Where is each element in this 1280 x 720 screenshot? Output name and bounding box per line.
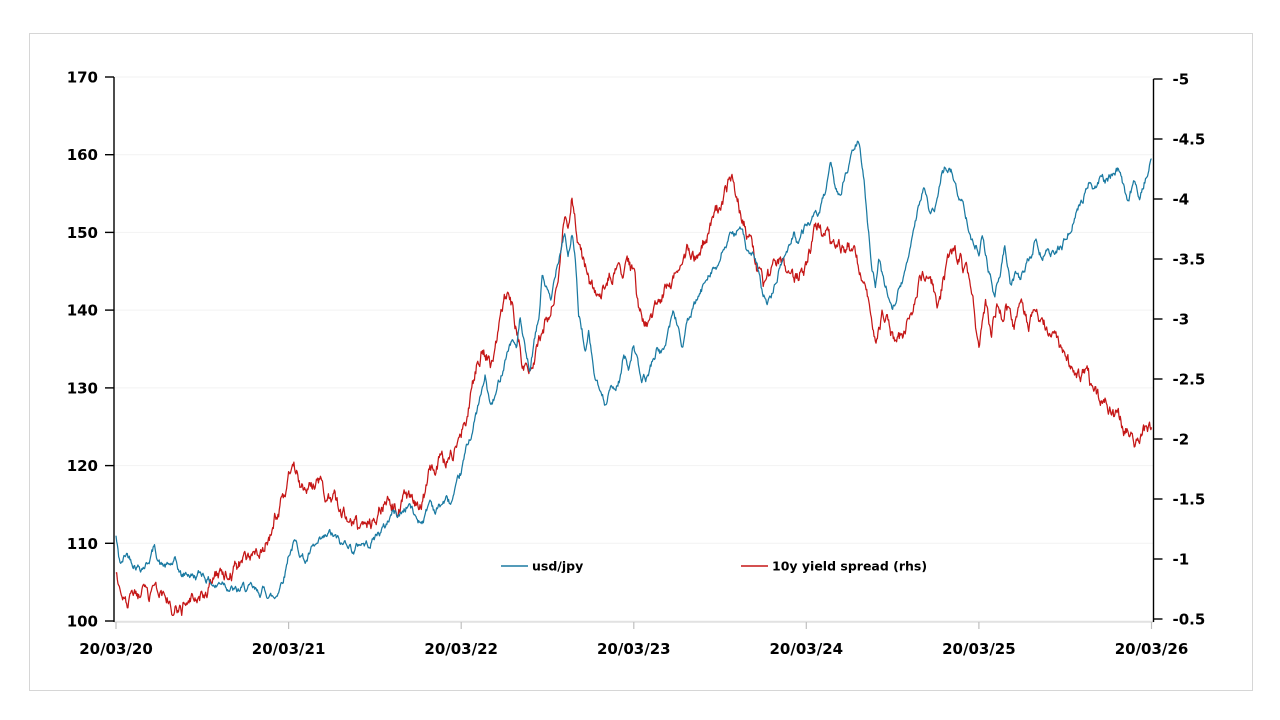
legend: usd/jpy 10y yield spread (rhs): [501, 559, 927, 574]
right-axis-tick-label: -3: [1173, 311, 1190, 329]
left-axis-tick-label: 120: [67, 457, 98, 475]
left-axis-tick-label: 110: [67, 535, 98, 553]
left-axis-tick-label: 150: [67, 224, 98, 242]
legend-label-10y-yield-spread: 10y yield spread (rhs): [772, 559, 927, 574]
left-axis-tick-label: 130: [67, 379, 98, 397]
series-line-usd-jpy: [115, 140, 1152, 600]
left-axis-tick-label: 100: [67, 613, 98, 631]
x-axis-tick-label: 20/03/24: [770, 640, 844, 658]
right-axis-tick-label: -1.5: [1173, 491, 1206, 509]
gridlines: [114, 76, 1154, 622]
right-axis-tick-label: -1: [1173, 551, 1190, 569]
axis-labels: 170 160 150 140 130 120 110 100 -5 -4.5 -4 -3.5 -3 -2…: [67, 69, 1206, 659]
series-lines: [115, 140, 1153, 617]
left-axis-tick-label: 160: [67, 146, 98, 164]
left-axis-tick-label: 140: [67, 302, 98, 320]
chart-panel: 170 160 150 140 130 120 110 100 -5 -4.5 -4 -3.5 -3 -2…: [29, 33, 1253, 691]
left-axis-tick-label: 170: [67, 69, 98, 87]
x-axis-tick-label: 20/03/20: [79, 640, 153, 658]
right-axis-tick-label: -0.5: [1173, 611, 1206, 629]
x-axis-tick-label: 20/03/21: [252, 640, 326, 658]
right-axis-tick-label: -4.5: [1173, 131, 1206, 149]
legend-label-usd-jpy: usd/jpy: [532, 559, 583, 574]
x-axis-tick-label: 20/03/22: [424, 640, 498, 658]
right-axis-tick-label: -2: [1173, 431, 1190, 449]
right-axis-tick-label: -4: [1173, 191, 1190, 209]
x-axis-tick-label: 20/03/26: [1115, 640, 1189, 658]
right-axis-tick-label: -3.5: [1173, 251, 1206, 269]
axes: [105, 76, 1163, 629]
right-axis-tick-label: -2.5: [1173, 371, 1206, 389]
x-axis-tick-label: 20/03/25: [942, 640, 1016, 658]
series-line-10y-yield-spread: [115, 173, 1153, 617]
x-axis-tick-label: 20/03/23: [597, 640, 671, 658]
right-axis-tick-label: -5: [1173, 71, 1190, 89]
dual-axis-line-chart: 170 160 150 140 130 120 110 100 -5 -4.5 -4 -3.5 -3 -2…: [67, 69, 1206, 659]
